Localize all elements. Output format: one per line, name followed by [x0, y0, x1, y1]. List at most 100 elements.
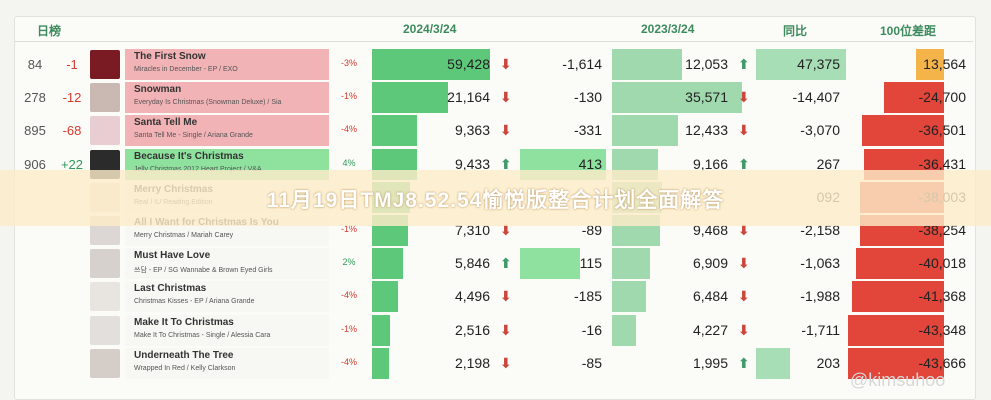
- streams-2023: 6,909: [692, 255, 728, 272]
- arrow-up-icon: ⬆: [500, 255, 512, 272]
- daily-change-bar: [520, 248, 580, 280]
- song-subtitle: 쓰담 - EP / SG Wannabe & Brown Eyed Girls: [134, 267, 273, 275]
- song-title[interactable]: Santa Tell Me: [134, 117, 198, 129]
- arrow-down-icon: ⬇: [738, 122, 750, 139]
- streams-2024: 9,363: [454, 122, 490, 139]
- streams-2024-bar: [372, 248, 403, 280]
- song-title[interactable]: The First Snow: [134, 51, 206, 62]
- arrow-down-icon: ⬇: [738, 89, 750, 106]
- table-row[interactable]: 895 -68 Santa Tell Me Santa Tell Me - Singl…: [0, 114, 991, 147]
- banner-title: 11月19日TMJ8.52.54愉悦版整合计划全面解答: [266, 189, 725, 212]
- rank-change: -1: [66, 57, 78, 72]
- table-row[interactable]: Must Have Love 쓰담 - EP / SG Wannabe & Bro…: [0, 247, 991, 280]
- top100-gap-bar: [848, 314, 944, 346]
- percent-change: -4%: [340, 124, 357, 135]
- percent-change: -3%: [340, 58, 357, 68]
- yoy-change: -1,063: [800, 255, 840, 272]
- song-highlight: [125, 248, 329, 280]
- streams-2023-bar: [612, 248, 650, 280]
- song-highlight: [125, 49, 329, 80]
- yoy-change: 47,375: [797, 56, 840, 72]
- percent-change: -1%: [340, 91, 357, 102]
- song-title[interactable]: Snowman: [134, 84, 182, 96]
- daily-change: 413: [578, 155, 602, 172]
- yoy-bar: [756, 49, 846, 80]
- percent-change: -4%: [340, 290, 357, 301]
- song-title[interactable]: Must Have Love: [134, 250, 211, 262]
- streams-2023-bar: [612, 82, 742, 114]
- streams-2023: 12,053: [685, 56, 728, 72]
- streams-2024-bar: [372, 347, 389, 379]
- top100-gap-bar: [848, 347, 944, 379]
- header-date-2023: 2023/3/24: [641, 22, 695, 36]
- streams-2024: 5,846: [454, 255, 490, 272]
- yoy-change: -2,158: [800, 222, 840, 238]
- header-top100-gap: 100位差距: [880, 24, 937, 38]
- percent-change: 2%: [342, 257, 356, 268]
- top100-gap: 13,564: [923, 56, 966, 72]
- song-subtitle: Santa Tell Me - Single / Ariana Grande: [134, 132, 253, 140]
- song-highlight: [125, 347, 329, 379]
- arrow-down-icon: ⬇: [738, 288, 750, 305]
- yoy-change: -1,711: [801, 321, 840, 338]
- arrow-down-icon: ⬇: [500, 222, 512, 238]
- streams-2024: 2,198: [454, 354, 490, 371]
- yoy-change: -14,407: [792, 89, 840, 106]
- table-row[interactable]: 84 -1 The First Snow Miracles in December -…: [0, 48, 991, 81]
- album-cover: [90, 348, 120, 378]
- table-row[interactable]: Last Christmas Christmas Kisses - EP / Ar…: [0, 280, 991, 313]
- album-cover: [90, 315, 120, 345]
- table-row[interactable]: 278 -12 Snowman Everyday Is Christmas (Snow…: [0, 81, 991, 114]
- percent-change: 4%: [342, 157, 356, 168]
- table-header: 日榜 2024/3/24 2023/3/24 同比 100位差距: [15, 17, 973, 42]
- song-subtitle: Christmas Kisses - EP / Ariana Grande: [134, 298, 255, 306]
- arrow-up-icon: ⬆: [500, 155, 512, 172]
- song-title[interactable]: Underneath The Tree: [134, 349, 234, 361]
- arrow-down-icon: ⬇: [738, 321, 750, 338]
- header-date-2024: 2024/3/24: [403, 22, 457, 36]
- streams-2024: 2,516: [454, 321, 490, 338]
- arrow-up-icon: ⬆: [738, 354, 750, 371]
- title-banner: [0, 170, 991, 226]
- song-title[interactable]: Make It To Christmas: [134, 316, 234, 328]
- streams-2023-bar: [612, 115, 678, 147]
- percent-change: -4%: [340, 356, 357, 367]
- arrow-down-icon: ⬇: [500, 321, 512, 338]
- song-highlight: [125, 82, 329, 114]
- daily-change: 115: [579, 255, 602, 272]
- song-highlight: [125, 115, 329, 147]
- streams-2023-bar: [612, 281, 646, 313]
- arrow-down-icon: ⬇: [500, 354, 512, 371]
- yoy-change: 267: [816, 155, 840, 172]
- daily-change: -185: [573, 288, 602, 305]
- table-row[interactable]: Make It To Christmas Make It To Christmas…: [0, 314, 991, 347]
- rank-change: +22: [60, 156, 84, 172]
- streams-2024-bar: [372, 281, 398, 313]
- daily-change: -130: [573, 89, 602, 106]
- streams-2023-bar: [612, 314, 636, 346]
- top100-gap: -24,700: [918, 89, 966, 106]
- song-highlight: [125, 314, 329, 346]
- daily-change: -16: [581, 321, 602, 338]
- top100-gap: -43,666: [918, 354, 966, 371]
- daily-change: -331: [573, 122, 602, 139]
- percent-change: -1%: [340, 323, 357, 334]
- song-subtitle: Everyday Is Christmas (Snowman Deluxe) /…: [134, 99, 282, 107]
- daily-change: -1,614: [562, 56, 602, 72]
- song-title[interactable]: Last Christmas: [134, 283, 207, 295]
- table-row[interactable]: Underneath The Tree Wrapped In Red / Kell…: [0, 347, 991, 380]
- song-title[interactable]: Because It's Christmas: [134, 150, 244, 162]
- song-subtitle: Miracles in December - EP / EXO: [134, 66, 238, 73]
- arrow-down-icon: ⬇: [500, 122, 512, 139]
- song-highlight: [125, 281, 329, 313]
- streams-2023: 12,433: [685, 122, 728, 139]
- top100-gap-bar: [852, 281, 944, 313]
- arrow-up-icon: ⬆: [738, 56, 750, 72]
- song-subtitle: Jelly Christmas 2012 Heart Project / V&A: [134, 166, 262, 173]
- song-subtitle: Merry Christmas / Mariah Carey: [134, 232, 234, 239]
- arrow-down-icon: ⬇: [500, 56, 512, 72]
- yoy-change: -3,070: [800, 122, 840, 139]
- streams-2024-bar: [372, 115, 417, 147]
- rank-number: 895: [24, 123, 46, 139]
- rank-number: 906: [24, 156, 46, 172]
